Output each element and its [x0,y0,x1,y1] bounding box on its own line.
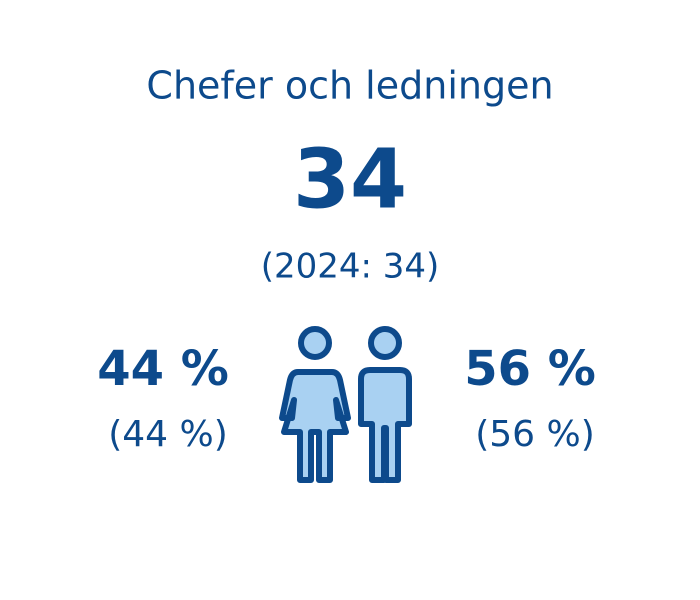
women-previous: (44 %) [108,414,228,455]
man-icon [358,326,412,483]
woman-icon [279,326,351,483]
total-value: 34 [293,132,407,227]
total-previous: (2024: 34) [261,247,440,287]
men-share: 56 % [464,341,596,397]
women-share: 44 % [97,341,229,397]
men-previous: (56 %) [475,414,595,455]
title: Chefer och ledningen [146,64,553,108]
